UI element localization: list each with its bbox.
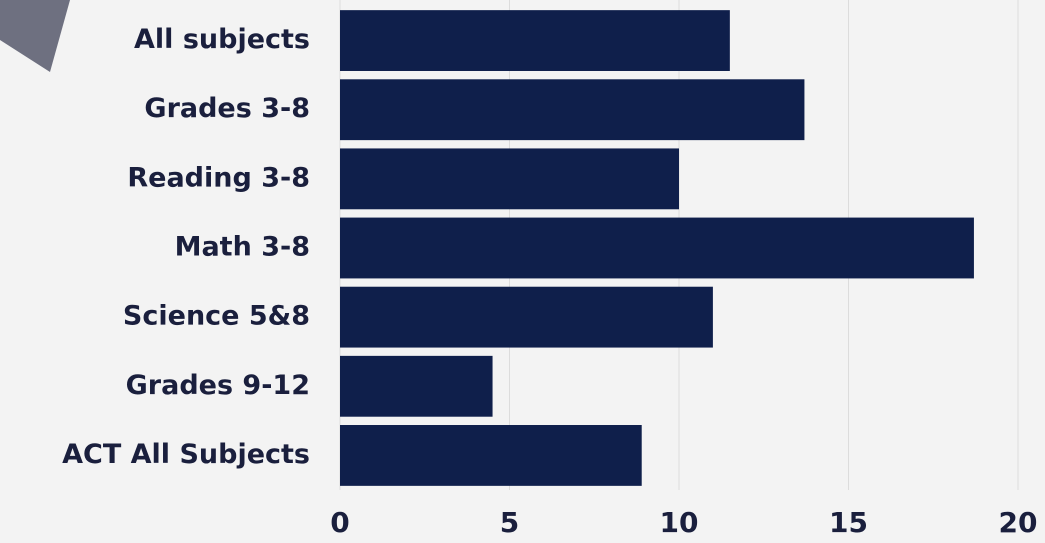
x-tick-label: 20 [999, 506, 1038, 539]
bar [340, 217, 974, 279]
bar [340, 355, 493, 417]
x-tick-label: 0 [330, 506, 349, 539]
bar [340, 148, 679, 210]
y-tick-label: Grades 3-8 [144, 93, 310, 124]
decoration [0, 0, 70, 72]
y-tick-label: Reading 3-8 [127, 162, 310, 193]
bar [340, 425, 642, 486]
y-tick-label: All subjects [134, 24, 310, 55]
bar [340, 79, 805, 141]
x-tick-label: 10 [660, 506, 699, 539]
y-tick-label: Math 3-8 [175, 232, 310, 263]
y-tick-label: ACT All Subjects [62, 439, 310, 470]
bar [340, 10, 730, 71]
x-tick-label: 15 [829, 506, 868, 539]
y-tick-label: Grades 9-12 [126, 370, 310, 401]
y-tick-label: Science 5&8 [123, 301, 310, 332]
bar [340, 286, 713, 348]
x-tick-label: 5 [500, 506, 519, 539]
